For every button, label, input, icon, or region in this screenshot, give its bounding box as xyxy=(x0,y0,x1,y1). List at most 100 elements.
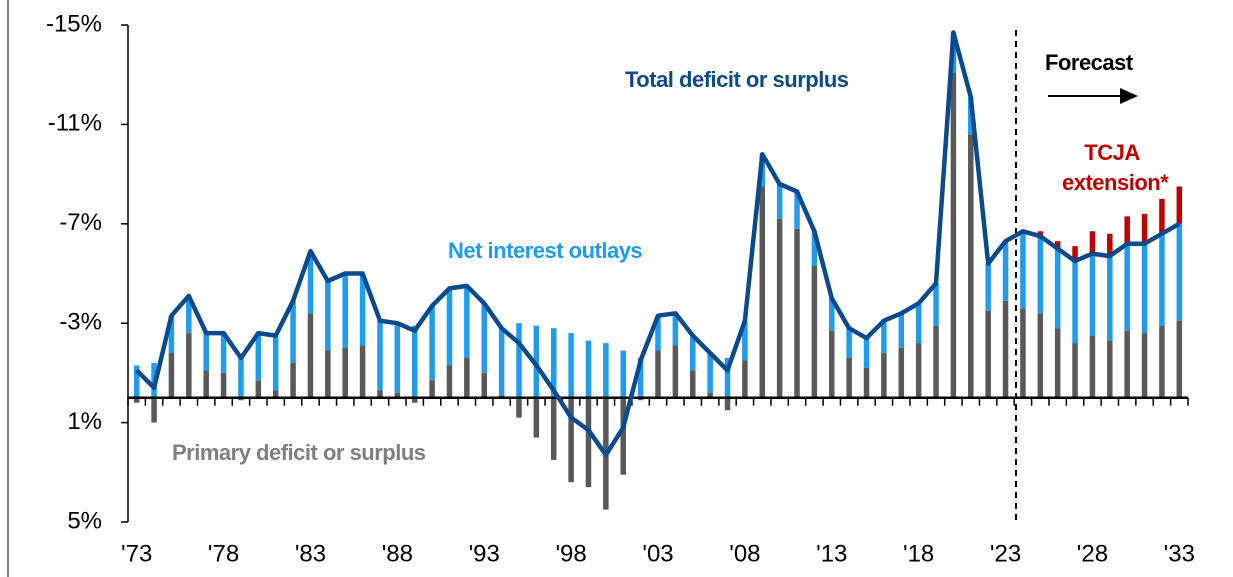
bar xyxy=(481,303,487,373)
bar xyxy=(585,340,592,398)
bar xyxy=(1037,313,1044,398)
bar xyxy=(342,348,348,398)
bar xyxy=(950,72,957,398)
bar xyxy=(1176,223,1183,321)
bar xyxy=(203,333,209,371)
bar xyxy=(672,313,679,346)
bar xyxy=(915,343,922,398)
bar xyxy=(1037,231,1044,237)
total-line xyxy=(135,30,1181,458)
bar xyxy=(1054,328,1061,398)
bar xyxy=(1072,343,1078,398)
bar xyxy=(1020,231,1026,309)
bar xyxy=(464,357,470,398)
bar xyxy=(915,303,922,344)
bar xyxy=(1159,233,1165,326)
bar xyxy=(1072,261,1078,344)
bar xyxy=(481,372,487,398)
bar xyxy=(325,280,331,351)
bar xyxy=(1124,216,1130,244)
bar xyxy=(1089,253,1096,336)
bar xyxy=(1141,213,1148,244)
bar xyxy=(1159,325,1165,398)
x-tick-label: '03 xyxy=(642,540,673,567)
bar xyxy=(429,305,435,381)
bar xyxy=(568,333,574,398)
bar xyxy=(794,191,800,229)
bar xyxy=(1089,335,1096,398)
bar xyxy=(846,357,852,398)
bar xyxy=(898,313,905,349)
bar xyxy=(359,345,366,398)
x-tick-label: '98 xyxy=(555,540,586,567)
bar xyxy=(411,325,418,398)
bar xyxy=(829,298,835,331)
series-label: Primary deficit or surplus xyxy=(172,440,426,465)
bar xyxy=(1037,236,1044,314)
series-label: Net interest outlays xyxy=(448,238,643,263)
bar xyxy=(220,372,227,398)
bar xyxy=(811,266,818,398)
bar xyxy=(307,313,314,398)
bar xyxy=(1054,241,1061,249)
x-tick-label: '93 xyxy=(469,540,500,567)
bar xyxy=(968,134,974,398)
bar xyxy=(342,273,348,349)
bar xyxy=(359,273,366,346)
x-tick-label: '28 xyxy=(1077,540,1108,567)
y-tick-label: -15% xyxy=(46,10,102,37)
bar xyxy=(690,335,696,371)
bar xyxy=(133,365,140,398)
bar xyxy=(498,328,505,396)
bar xyxy=(1124,330,1130,398)
bar xyxy=(394,392,401,398)
bar xyxy=(377,320,383,391)
bar xyxy=(1159,198,1165,234)
bar xyxy=(985,310,991,398)
bar xyxy=(168,353,175,398)
x-tick-label: '13 xyxy=(816,540,847,567)
bar xyxy=(446,365,453,398)
bar xyxy=(568,397,574,483)
x-tick-label: '23 xyxy=(990,540,1021,567)
bar xyxy=(325,350,331,398)
bar xyxy=(1176,320,1183,398)
bar xyxy=(829,330,835,398)
bar xyxy=(186,333,192,398)
bar xyxy=(133,397,140,403)
bar xyxy=(186,295,192,334)
bar xyxy=(933,283,939,326)
bar xyxy=(238,355,244,398)
bar xyxy=(272,390,279,398)
bar xyxy=(759,186,766,398)
x-tick-label: '83 xyxy=(295,540,326,567)
bar xyxy=(742,360,748,398)
bar xyxy=(550,328,557,398)
x-tick-label: '73 xyxy=(121,540,152,567)
bar xyxy=(881,320,887,354)
bar xyxy=(151,397,157,423)
bar xyxy=(429,380,435,398)
bar xyxy=(672,345,679,398)
bar xyxy=(603,343,609,398)
bar xyxy=(533,397,540,438)
bar xyxy=(272,335,279,391)
bar xyxy=(863,338,870,368)
bar xyxy=(394,323,401,393)
bar xyxy=(1002,241,1009,301)
bar xyxy=(707,353,713,393)
bar xyxy=(203,370,209,398)
bar xyxy=(655,315,661,351)
forecast-label: Forecast xyxy=(1045,50,1133,75)
bar xyxy=(255,380,262,398)
bar xyxy=(707,392,713,398)
bar xyxy=(724,357,731,398)
y-tick-label: -3% xyxy=(59,309,102,336)
bar xyxy=(585,397,592,488)
bar xyxy=(620,397,626,475)
y-tick-label: -11% xyxy=(48,110,102,137)
bar xyxy=(516,397,522,418)
bar xyxy=(655,350,661,398)
bar xyxy=(776,218,783,398)
bar xyxy=(1054,248,1061,329)
